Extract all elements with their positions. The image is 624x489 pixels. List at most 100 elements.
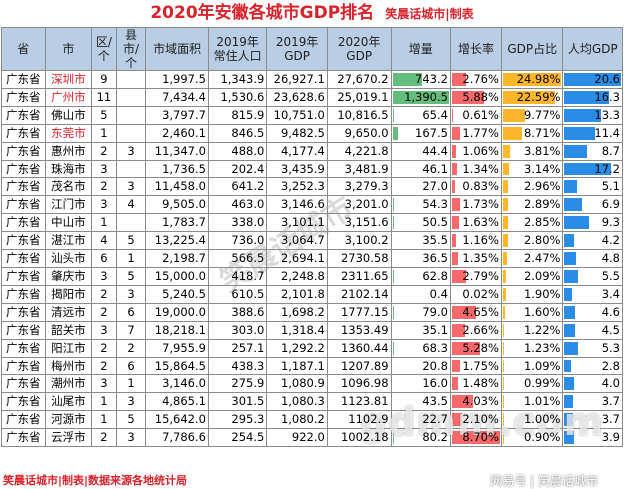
cell-value: 846.5 xyxy=(231,125,265,140)
data-bar xyxy=(451,180,455,194)
cell-value: 7 xyxy=(127,322,135,337)
table-cell: 18,218.1 xyxy=(145,320,209,340)
cell-value: 广东省 xyxy=(6,376,41,391)
cell-value: 1.63% xyxy=(462,215,499,230)
table-cell: 13.3 xyxy=(562,105,623,125)
data-bar xyxy=(564,216,589,230)
data-bar xyxy=(502,269,506,283)
table-cell: 2 xyxy=(91,141,117,161)
cell-value: 35.5 xyxy=(422,233,448,248)
table-row: 广东省 广州市 11 7,434.4 1,530.6 23,628.6 25,019.1 1,… xyxy=(1,87,623,107)
cell-value: 中山市 xyxy=(51,215,86,230)
cell-value: 汕尾市 xyxy=(51,394,86,409)
cell-value: 3 xyxy=(100,322,108,337)
cell-value: 2.47% xyxy=(523,251,561,266)
cell-value: 3,481.9 xyxy=(344,161,389,176)
title-bar: 2020年安徽各城市GDP排名 笑晨话城市|制表 xyxy=(0,0,624,27)
table-cell xyxy=(115,87,147,107)
cell-value: 167.5 xyxy=(415,125,448,140)
cell-value: 3.4 xyxy=(601,286,620,301)
data-bar xyxy=(451,413,462,427)
data-bar xyxy=(392,126,398,140)
cell-value: 广东省 xyxy=(6,251,41,266)
cell-value: 深圳市 xyxy=(51,72,86,86)
cell-value: 1,080.9 xyxy=(280,376,325,391)
cell-value: 25,019.1 xyxy=(337,89,389,104)
cell-value: 566.5 xyxy=(231,251,265,266)
table-cell: 1.22% xyxy=(500,320,564,340)
cell-value: 1,736.5 xyxy=(162,161,206,176)
table-cell: 5.3 xyxy=(562,338,623,358)
table-cell: 303.0 xyxy=(207,320,268,340)
cell-value: 1777.15 xyxy=(340,304,389,319)
cell-value: 4.03% xyxy=(462,394,499,409)
table-cell: 10,751.0 xyxy=(266,105,328,125)
table-cell: 7,434.4 xyxy=(145,87,209,107)
table-row: 广东省 江门市 3 4 9,505.0 463.0 3,146.6 3,201.0 54.3 1.… xyxy=(1,195,623,215)
table-cell: 9.3 xyxy=(562,213,623,233)
cell-value: 珠海市 xyxy=(51,161,86,176)
cell-value: 广东省 xyxy=(6,161,41,176)
cell-value: 18,218.1 xyxy=(154,322,206,337)
table-cell: 35.5 xyxy=(390,231,451,251)
table-cell: 610.5 xyxy=(207,284,268,304)
cell-value: 2,460.1 xyxy=(162,125,206,140)
cell-value: 1 xyxy=(100,394,108,409)
cell-value: 2.80% xyxy=(523,233,561,248)
cell-value: 65.4 xyxy=(422,107,448,122)
cell-value: 2,198.7 xyxy=(162,251,206,266)
data-bar xyxy=(451,269,466,283)
table-cell: 15,000.0 xyxy=(145,266,209,286)
table-cell: 1.16% xyxy=(449,231,502,251)
cell-value: 4.6 xyxy=(601,304,620,319)
data-bar xyxy=(392,269,394,283)
cell-value: 2,101.8 xyxy=(280,286,325,301)
table-cell: 1.60% xyxy=(500,302,564,322)
table-cell: 广州市 xyxy=(44,87,93,107)
data-bar xyxy=(564,323,576,337)
table-cell: 22.7 xyxy=(390,410,451,430)
table-cell: 4.0 xyxy=(562,374,623,394)
data-bar xyxy=(564,90,609,104)
data-bar xyxy=(564,126,595,140)
table-cell: 22.59% xyxy=(500,87,564,107)
table-cell: 1.00% xyxy=(500,410,564,430)
cell-value: 惠州市 xyxy=(51,143,86,158)
cell-value: 6 xyxy=(127,304,135,319)
table-cell: 深圳市 xyxy=(44,70,93,89)
table-cell: 438.3 xyxy=(207,356,268,376)
table-cell: 广东省 xyxy=(1,70,46,89)
cell-value: 5,240.5 xyxy=(162,286,206,301)
cell-value: 3 xyxy=(100,197,108,212)
table-cell: 1.48% xyxy=(449,374,502,394)
cell-value: 275.9 xyxy=(231,376,265,391)
cell-value: 2.85% xyxy=(523,215,561,230)
table-cell: 清远市 xyxy=(44,302,93,322)
table-cell xyxy=(115,159,147,179)
table-cell: 广东省 xyxy=(1,195,46,215)
cell-value: 1207.89 xyxy=(340,358,389,373)
cell-value: 3,201.0 xyxy=(344,197,389,212)
table-cell: 50.5 xyxy=(390,213,451,233)
data-bar xyxy=(502,341,504,355)
cell-value: 79.0 xyxy=(422,304,448,319)
cell-value: 广东省 xyxy=(6,143,41,158)
cell-value: 3 xyxy=(100,376,108,391)
table-row: 广东省 汕头市 6 1 2,198.7 566.5 2,694.1 2730.58 36.5 1.… xyxy=(1,249,623,268)
cell-value: 5.3 xyxy=(601,340,620,355)
data-bar xyxy=(392,431,395,445)
cell-value: 23,628.6 xyxy=(273,89,325,104)
cell-value: 1.73% xyxy=(462,197,499,212)
cell-value: 922.0 xyxy=(291,430,325,445)
table-cell: 10,816.5 xyxy=(326,105,392,125)
cell-value: 0.99% xyxy=(523,376,561,391)
table-cell: 1002.18 xyxy=(326,428,392,448)
table-cell: 2,248.8 xyxy=(266,266,328,286)
cell-value: 韶关市 xyxy=(51,322,86,337)
table-row: 广东省 韶关市 3 7 18,218.1 303.0 1,318.4 1353.49 35.1 2… xyxy=(1,320,623,340)
table-cell: 4 xyxy=(91,231,117,251)
cell-value: 1.60% xyxy=(523,304,561,319)
table-cell: 4,865.1 xyxy=(145,392,209,412)
table-cell: 江门市 xyxy=(44,195,93,215)
table-cell: 广东省 xyxy=(1,213,46,233)
